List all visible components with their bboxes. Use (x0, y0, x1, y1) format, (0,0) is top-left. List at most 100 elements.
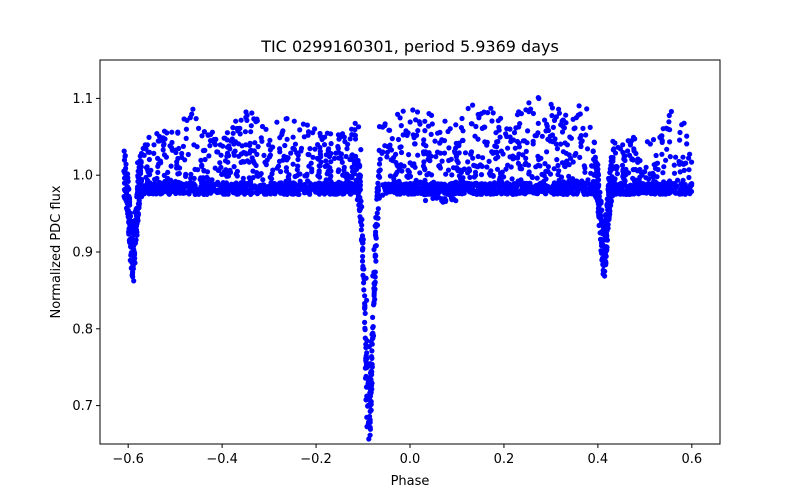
data-point (321, 142, 328, 148)
data-point (410, 107, 416, 113)
data-point (486, 158, 492, 164)
data-point (157, 158, 163, 164)
data-point (397, 144, 403, 150)
data-point (375, 206, 381, 212)
data-point (421, 159, 427, 165)
data-point (509, 183, 515, 189)
data-point (181, 116, 187, 122)
data-point (425, 123, 432, 129)
data-point (424, 172, 430, 178)
data-point (274, 119, 280, 125)
data-point (592, 155, 598, 161)
data-point (369, 362, 375, 368)
data-point (391, 155, 397, 161)
data-point (304, 122, 310, 128)
data-point (304, 173, 310, 179)
data-point (356, 124, 362, 130)
data-point (161, 152, 168, 158)
data-point (570, 176, 576, 182)
data-point (258, 171, 264, 177)
data-point (549, 187, 555, 194)
data-point (494, 139, 500, 145)
data-point (367, 370, 374, 376)
data-point (261, 152, 267, 158)
data-point (371, 280, 377, 287)
data-point (374, 215, 380, 221)
data-point (539, 133, 545, 139)
data-point (572, 152, 578, 158)
data-point (504, 126, 510, 132)
data-point (516, 151, 522, 157)
data-point (282, 142, 288, 149)
y-tick-label: 1.1 (72, 92, 93, 107)
data-point (201, 129, 207, 135)
y-tick-label: 1.0 (72, 169, 93, 184)
data-point (680, 177, 686, 183)
data-point (510, 156, 516, 162)
data-point (359, 258, 366, 264)
data-point (577, 154, 583, 160)
data-point (488, 105, 494, 111)
data-point (336, 136, 342, 142)
data-point (369, 341, 375, 347)
data-point (625, 138, 631, 144)
data-point (581, 181, 587, 187)
data-point (215, 189, 221, 195)
data-point (224, 186, 230, 192)
data-point (365, 403, 371, 409)
data-point (470, 102, 476, 108)
data-point (449, 172, 455, 178)
data-point (369, 348, 375, 354)
data-point (610, 147, 616, 153)
data-point (577, 135, 583, 141)
data-point (373, 258, 379, 264)
data-point (490, 150, 496, 156)
data-point (239, 143, 245, 149)
data-point (599, 217, 605, 223)
data-point (386, 127, 392, 133)
data-point (138, 158, 144, 164)
data-point (275, 163, 282, 169)
data-point (362, 310, 368, 316)
data-point (328, 141, 334, 147)
data-point (376, 124, 383, 130)
data-point (384, 154, 390, 160)
data-point (598, 198, 604, 204)
data-point (465, 105, 471, 112)
data-point (175, 129, 181, 135)
data-point (179, 154, 185, 160)
data-point (327, 191, 333, 197)
data-point (445, 167, 452, 173)
data-point (594, 195, 600, 202)
data-point (655, 166, 661, 173)
data-point (185, 151, 191, 158)
data-point (297, 127, 303, 133)
data-point (217, 160, 223, 166)
data-point (317, 151, 323, 157)
data-point (582, 165, 588, 171)
data-point (193, 116, 199, 122)
data-point (306, 152, 312, 158)
data-point (122, 153, 128, 159)
data-point (356, 198, 362, 204)
data-point (664, 146, 670, 152)
data-point (238, 117, 244, 123)
data-point (536, 184, 542, 190)
data-point (534, 191, 541, 197)
data-point (165, 169, 171, 175)
data-point (316, 191, 322, 197)
data-point (466, 166, 472, 172)
data-point (462, 186, 468, 192)
data-point (356, 189, 362, 195)
data-point (317, 130, 323, 137)
data-point (183, 171, 189, 177)
data-point (551, 117, 558, 123)
data-point (263, 162, 269, 168)
data-point (174, 165, 180, 171)
data-point (385, 182, 391, 188)
data-point (496, 124, 502, 130)
data-point (433, 154, 439, 160)
data-point (202, 147, 208, 153)
data-point (482, 139, 488, 145)
data-point (342, 139, 348, 145)
